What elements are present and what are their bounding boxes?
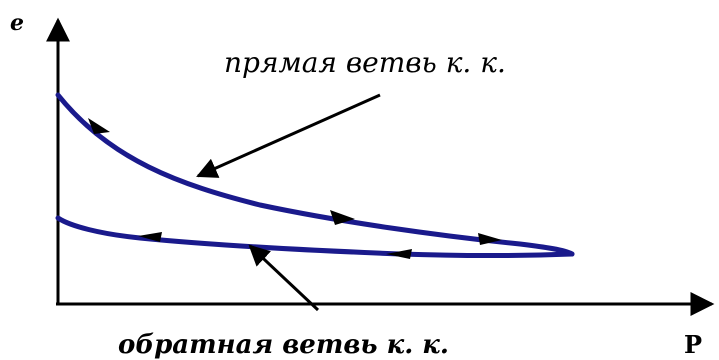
direct-branch-direction-arrow [330,210,355,225]
reverse-branch-direction-arrow [386,249,412,259]
direct-branch-curve [55,92,575,257]
reverse-branch-curve [55,215,575,258]
reverse-branch-label: обратная ветвь к. к. [118,330,449,360]
direct-branch-label: прямая ветвь к. к. [224,46,506,79]
direct-branch-direction-arrow [88,118,110,134]
y-axis-label: e [10,10,24,36]
direct-branch-pointer-line [196,93,381,178]
reverse-branch-direction-arrow [138,232,162,242]
direct-branch-direction-arrow [478,233,502,245]
reverse-branch-pointer-line [248,244,320,312]
x-axis-label: P [684,330,702,359]
